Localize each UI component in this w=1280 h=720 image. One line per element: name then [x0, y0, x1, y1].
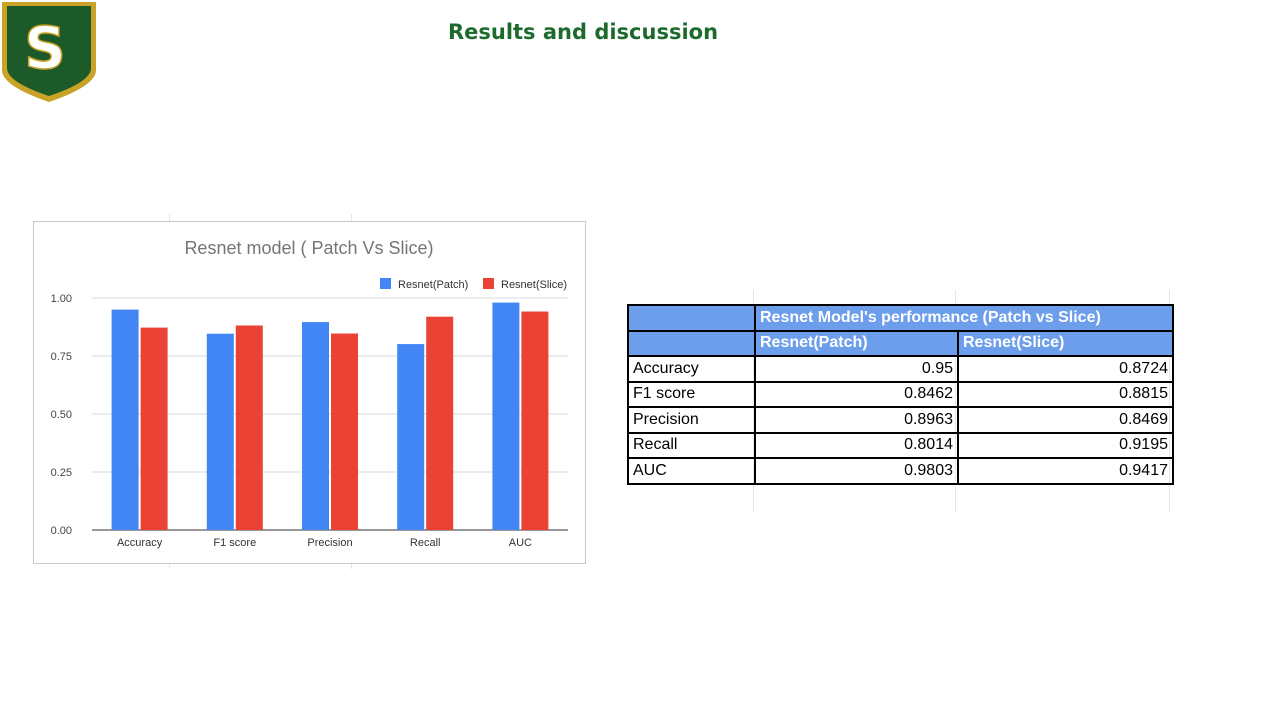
table-title-row: Resnet Model's performance (Patch vs Sli…	[627, 304, 1174, 332]
x-tick-label: AUC	[509, 537, 532, 549]
legend-swatch	[483, 278, 494, 289]
bar-patch	[111, 309, 139, 530]
legend-label: Resnet(Patch)	[398, 279, 468, 291]
chart-legend: Resnet(Patch) Resnet(Slice)	[380, 278, 567, 291]
school-shield-logo: S	[2, 2, 96, 102]
performance-table: Resnet Model's performance (Patch vs Sli…	[627, 304, 1174, 485]
y-tick-label: 0.00	[51, 525, 72, 537]
y-tick-label: 0.50	[51, 409, 72, 421]
table-cell-patch: 0.9803	[754, 457, 959, 485]
table-row: Recall 0.8014 0.9195	[627, 431, 1174, 459]
table-cell-slice: 0.9195	[957, 431, 1174, 459]
table-row: Precision 0.8963 0.8469	[627, 406, 1174, 434]
y-tick-label: 0.75	[51, 351, 72, 363]
bar-slice	[521, 311, 549, 530]
table-cell-patch: 0.8462	[754, 380, 959, 408]
bar-slice	[140, 327, 168, 530]
table-cell-metric: AUC	[627, 457, 756, 485]
x-tick-label: Accuracy	[117, 537, 163, 549]
table-cell-metric: Accuracy	[627, 355, 756, 383]
x-tick-label: Precision	[307, 537, 352, 549]
table-header-slice: Resnet(Slice)	[957, 329, 1174, 357]
table-cell-slice: 0.8815	[957, 380, 1174, 408]
chart-title: Resnet model ( Patch Vs Slice)	[184, 238, 433, 258]
chart-grid: 0.00 0.25 0.50 0.75 1.00	[51, 293, 568, 537]
x-tick-label: Recall	[410, 537, 441, 549]
bar-chart: Resnet model ( Patch Vs Slice) Resnet(Pa…	[51, 238, 568, 549]
bar-patch	[397, 344, 425, 530]
bar-patch	[302, 322, 329, 530]
shield-body	[7, 6, 91, 96]
table-cell-patch: 0.8014	[754, 431, 959, 459]
y-tick-label: 1.00	[51, 293, 72, 305]
table-row: AUC 0.9803 0.9417	[627, 457, 1174, 485]
chart-x-labels: Accuracy F1 score Precision Recall AUC	[117, 537, 532, 549]
table-corner-cell	[627, 304, 756, 332]
bar-patch	[492, 302, 520, 530]
table-header-empty	[627, 329, 756, 357]
table-cell-metric: Precision	[627, 406, 756, 434]
table-row: Accuracy 0.95 0.8724	[627, 355, 1174, 383]
table-cell-slice: 0.9417	[957, 457, 1174, 485]
shield-letter: S	[24, 14, 66, 82]
table-cell-metric: F1 score	[627, 380, 756, 408]
x-tick-label: F1 score	[213, 537, 256, 549]
slide-title: Results and discussion	[447, 20, 719, 44]
bar-slice	[331, 333, 358, 530]
bar-slice	[426, 316, 454, 530]
table-cell-slice: 0.8469	[957, 406, 1174, 434]
table-header-row: Resnet(Patch) Resnet(Slice)	[627, 329, 1174, 357]
table-header-patch: Resnet(Patch)	[754, 329, 959, 357]
y-tick-label: 0.25	[51, 467, 72, 479]
performance-table-container: Resnet Model's performance (Patch vs Sli…	[627, 304, 1174, 485]
table-cell-slice: 0.8724	[957, 355, 1174, 383]
legend-label: Resnet(Slice)	[501, 279, 567, 291]
table-title: Resnet Model's performance (Patch vs Sli…	[754, 304, 1174, 332]
chart-bars	[111, 302, 549, 530]
chart-container: Resnet model ( Patch Vs Slice) Resnet(Pa…	[33, 221, 586, 564]
table-cell-patch: 0.95	[754, 355, 959, 383]
bar-patch	[206, 333, 234, 530]
table-cell-patch: 0.8963	[754, 406, 959, 434]
table-cell-metric: Recall	[627, 431, 756, 459]
legend-swatch	[380, 278, 391, 289]
bar-slice	[235, 325, 263, 530]
table-row: F1 score 0.8462 0.8815	[627, 380, 1174, 408]
